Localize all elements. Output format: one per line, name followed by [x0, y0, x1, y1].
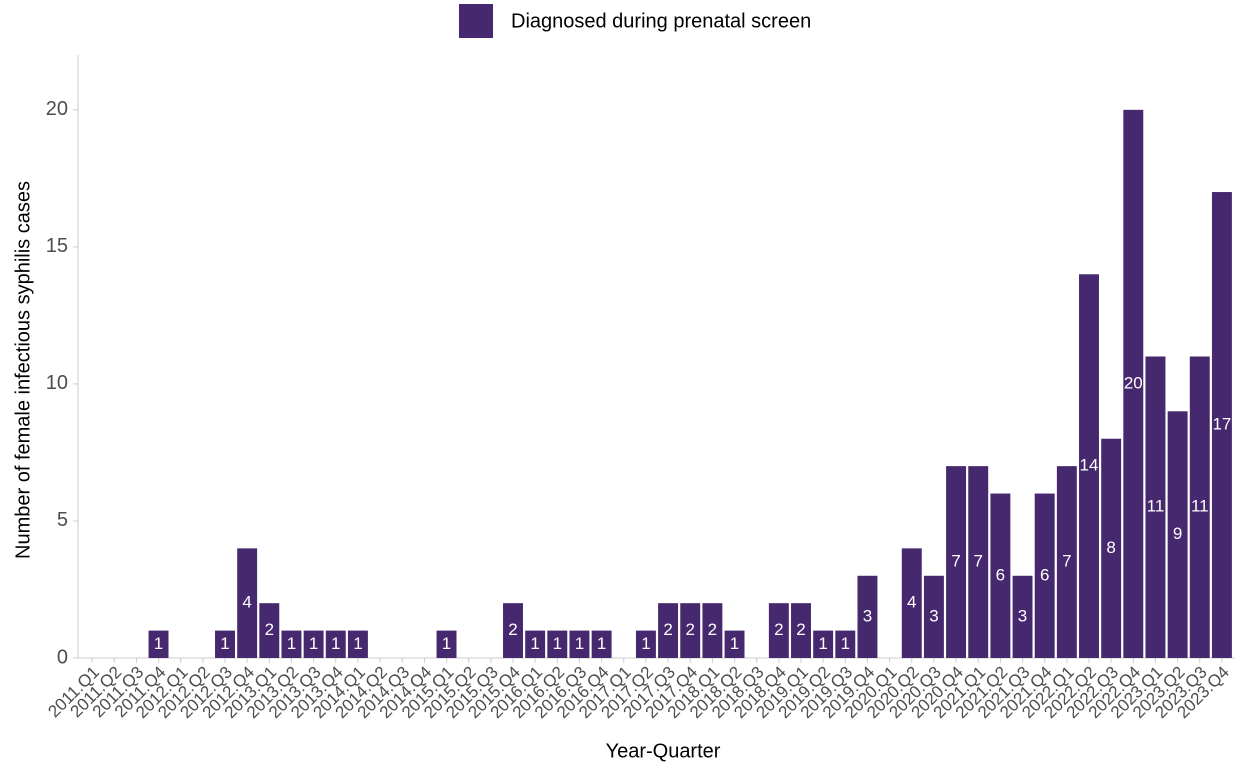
data-label: 9 — [1173, 524, 1182, 543]
bar — [791, 603, 811, 658]
data-label: 3 — [1018, 606, 1027, 625]
data-label: 2 — [265, 620, 274, 639]
bar — [148, 630, 169, 658]
data-label: 7 — [1062, 552, 1071, 571]
bar — [946, 466, 967, 658]
legend-label: Diagnosed during prenatal screen — [511, 10, 811, 32]
data-label: 2 — [708, 620, 717, 639]
x-axis-label: Year-Quarter — [606, 740, 721, 762]
bar — [1123, 109, 1144, 659]
bar — [1079, 274, 1099, 658]
data-label: 1 — [597, 634, 606, 653]
bar — [923, 575, 944, 658]
y-tick-label: 20 — [46, 98, 68, 120]
bar — [303, 630, 324, 658]
data-label: 2 — [508, 620, 517, 639]
data-label: 1 — [730, 634, 739, 653]
data-label: 2 — [685, 620, 694, 639]
bar — [525, 630, 546, 658]
data-label: 1 — [220, 634, 229, 653]
data-label: 1 — [353, 634, 362, 653]
bar — [724, 630, 745, 658]
bar — [1167, 411, 1188, 658]
bar — [1211, 192, 1232, 658]
data-label: 6 — [996, 565, 1005, 584]
bar — [281, 630, 302, 658]
bar — [1145, 356, 1166, 658]
bar — [658, 603, 679, 658]
y-tick-label: 5 — [57, 509, 68, 531]
bar — [1012, 575, 1033, 658]
data-label: 1 — [154, 634, 163, 653]
data-label: 2 — [663, 620, 672, 639]
bar — [569, 630, 590, 658]
bar — [259, 603, 280, 658]
bar — [347, 630, 368, 658]
bar — [835, 630, 856, 658]
data-label: 4 — [907, 593, 916, 612]
data-label: 11 — [1147, 497, 1165, 516]
bar — [990, 493, 1011, 658]
bar — [591, 630, 612, 658]
data-label: 1 — [287, 634, 296, 653]
data-label: 2 — [796, 620, 805, 639]
bar — [857, 575, 878, 658]
data-label: 3 — [863, 606, 872, 625]
data-label: 4 — [242, 593, 251, 612]
bar — [635, 630, 656, 658]
bar — [1189, 356, 1210, 658]
bar — [1034, 493, 1055, 658]
bar — [436, 630, 457, 658]
data-label: 1 — [331, 634, 340, 653]
y-axis-label: Number of female infectious syphilis cas… — [12, 181, 34, 559]
data-label: 17 — [1212, 415, 1231, 434]
y-tick-label: 15 — [46, 235, 68, 257]
bar — [503, 603, 523, 658]
bar — [813, 630, 834, 658]
bar — [1056, 466, 1077, 658]
legend-swatch — [459, 4, 493, 38]
bar — [1101, 438, 1122, 658]
bar — [237, 548, 258, 658]
y-tick-label: 0 — [57, 646, 68, 668]
data-label: 1 — [575, 634, 584, 653]
data-label: 1 — [553, 634, 562, 653]
bar — [547, 630, 568, 658]
bar — [215, 630, 235, 658]
data-label: 8 — [1106, 538, 1115, 557]
bar — [680, 603, 701, 658]
bar — [968, 466, 989, 658]
data-label: 6 — [1040, 565, 1049, 584]
data-label: 1 — [309, 634, 318, 653]
data-label: 3 — [929, 606, 938, 625]
bar — [702, 603, 723, 658]
y-tick-label: 10 — [46, 372, 68, 394]
bar — [325, 630, 346, 658]
data-label: 20 — [1124, 373, 1143, 392]
data-label: 7 — [951, 552, 960, 571]
data-label: 7 — [973, 552, 982, 571]
data-label: 1 — [442, 634, 451, 653]
data-label: 1 — [818, 634, 827, 653]
bar — [901, 548, 922, 658]
data-label: 1 — [841, 634, 850, 653]
data-label: 2 — [774, 620, 783, 639]
data-label: 11 — [1191, 497, 1209, 516]
data-label: 14 — [1080, 456, 1099, 475]
data-label: 1 — [641, 634, 650, 653]
data-label: 1 — [530, 634, 539, 653]
bar — [768, 603, 789, 658]
